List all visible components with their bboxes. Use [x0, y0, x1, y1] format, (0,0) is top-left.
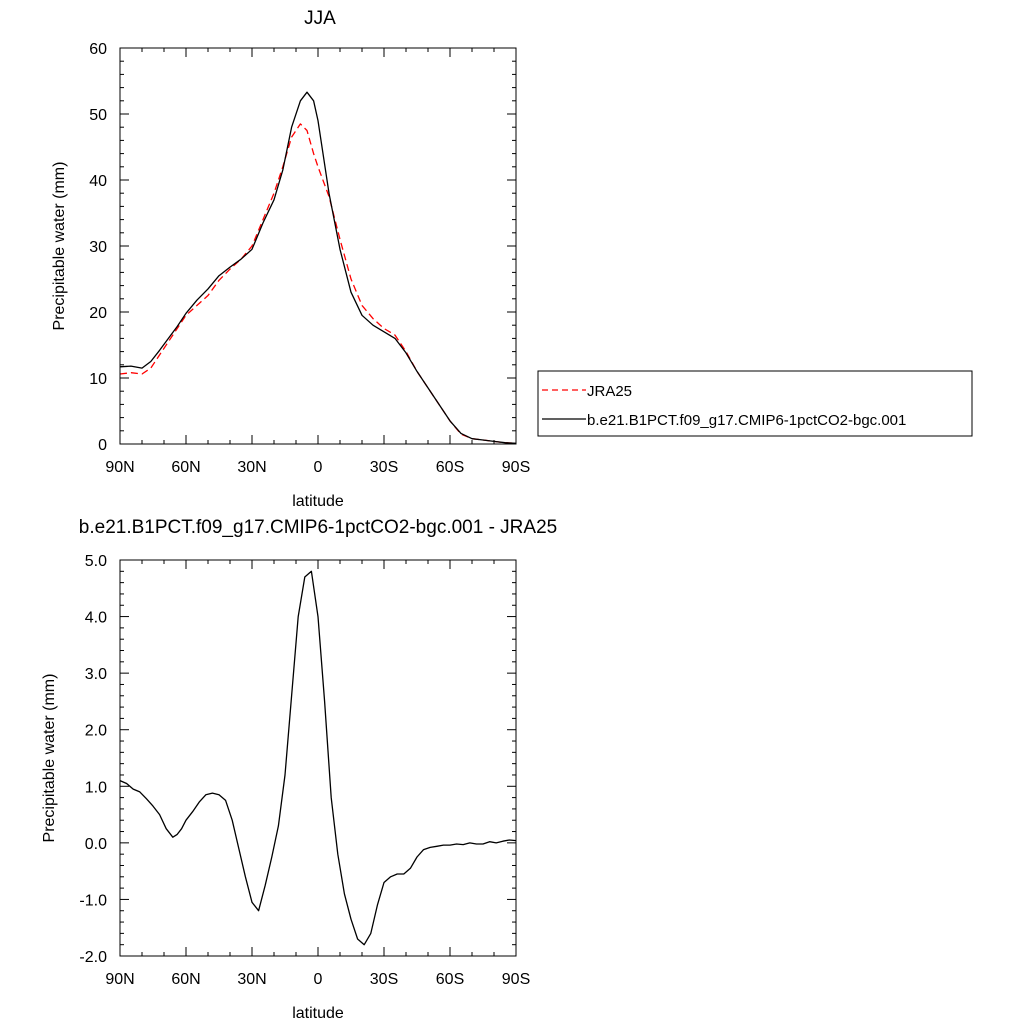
top-x-tick-label: 60S — [436, 459, 464, 476]
top-series-line-1 — [119, 91, 517, 444]
legend: JRA25 b.e21.B1PCT.f09_g17.CMIP6-1pctCO2-… — [537, 370, 973, 437]
bottom-y-tick-label: 0.0 — [85, 836, 107, 853]
bottom-y-tick-label: 5.0 — [85, 553, 107, 570]
top-y-tick-label: 20 — [89, 305, 107, 322]
bottom-y-axis-label: Precipitable water (mm) — [41, 674, 58, 843]
top-y-tick-label: 0 — [98, 437, 107, 454]
bottom-panel: b.e21.B1PCT.f09_g17.CMIP6-1pctCO2-bgc.00… — [41, 517, 557, 1022]
top-y-tick-label: 40 — [89, 173, 107, 190]
top-x-axis-label: latitude — [292, 493, 344, 510]
top-x-tick-label: 30S — [370, 459, 398, 476]
bottom-x-tick-label: 60N — [171, 971, 200, 988]
top-x-tick-label: 90N — [105, 459, 134, 476]
bottom-y-tick-label: 2.0 — [85, 723, 107, 740]
top-series-line-0 — [119, 123, 517, 444]
bottom-x-tick-label: 90N — [105, 971, 134, 988]
top-x-tick-label: 60N — [171, 459, 200, 476]
top-y-tick-label: 60 — [89, 41, 107, 58]
bottom-x-tick-label: 30S — [370, 971, 398, 988]
top-panel: JJA 90N 60N 30N 0 30S 60S 90S 0 10 20 30 40 50 60 lat… — [51, 8, 973, 510]
bottom-series-line-0 — [119, 570, 517, 946]
bottom-y-tick-label: 4.0 — [85, 610, 107, 627]
bottom-x-axis-label: latitude — [292, 1005, 344, 1022]
top-y-tick-label: 30 — [89, 239, 107, 256]
legend-entry-model: b.e21.B1PCT.f09_g17.CMIP6-1pctCO2-bgc.00… — [587, 412, 906, 429]
bottom-x-tick-label: 90S — [502, 971, 530, 988]
top-x-tick-label: 90S — [502, 459, 530, 476]
bottom-y-tick-label: 3.0 — [85, 666, 107, 683]
bottom-y-tick-label: -1.0 — [79, 892, 107, 909]
legend-entry-jra25: JRA25 — [587, 383, 632, 400]
bottom-y-tick-label: 1.0 — [85, 779, 107, 796]
top-series-layer — [119, 91, 517, 444]
top-x-tick-label: 0 — [314, 459, 323, 476]
top-y-axis-label: Precipitable water (mm) — [51, 162, 68, 331]
bottom-x-tick-label: 0 — [314, 971, 323, 988]
top-axis-ticks: 90N 60N 30N 0 30S 60S 90S 0 10 20 30 40 50 60 — [89, 41, 530, 476]
bottom-axis-ticks: 90N 60N 30N 0 30S 60S 90S -2.0 -1.0 0.0 1.0 2.0 3.0 4… — [79, 553, 530, 988]
top-chart-title: JJA — [304, 8, 336, 29]
bottom-chart-title: b.e21.B1PCT.f09_g17.CMIP6-1pctCO2-bgc.00… — [79, 517, 557, 538]
bottom-x-tick-label: 30N — [237, 971, 266, 988]
bottom-series-layer — [119, 570, 517, 946]
top-x-tick-label: 30N — [237, 459, 266, 476]
top-plot-frame — [119, 47, 517, 445]
legend-box — [537, 370, 973, 437]
top-y-tick-label: 50 — [89, 107, 107, 124]
top-y-tick-label: 10 — [89, 371, 107, 388]
bottom-x-tick-label: 60S — [436, 971, 464, 988]
bottom-y-tick-label: -2.0 — [79, 949, 107, 966]
